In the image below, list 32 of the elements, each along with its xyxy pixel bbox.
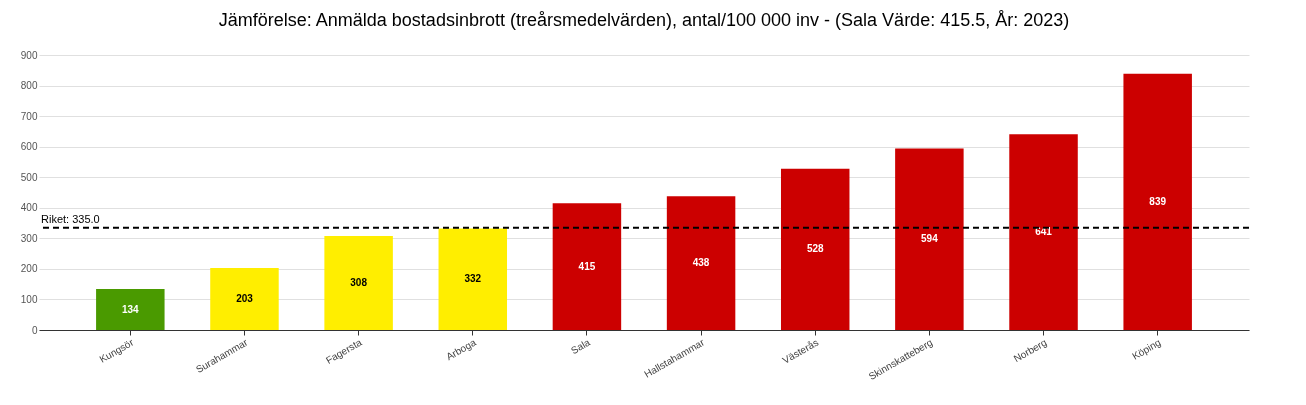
y-tick-label: 800 [20,80,38,92]
data-label: 438 [692,257,710,269]
data-label: 594 [921,233,939,245]
x-tick-label: Sala [569,336,593,357]
bar [552,203,622,330]
bar [324,235,393,330]
data-label: 839 [1149,195,1167,207]
data-label: 134 [121,303,140,315]
y-tick-label: 700 [20,110,38,122]
y-tick-label: 0 [31,324,38,336]
y-tick-label: 600 [20,141,38,153]
y-tick-label: 500 [20,171,38,183]
bar [1009,134,1078,330]
bar [1123,73,1192,330]
y-tick-label: 400 [20,202,38,214]
y-tick-label: 100 [20,293,38,305]
data-label: 308 [350,276,368,288]
y-tick-label: 200 [20,263,38,275]
chart-title: Jämförelse: Anmälda bostadsinbrott (treårsmedelvärden), antal/100 000 inv - (Sala Värde: 415.5, År: 2023) [218,10,1070,30]
bar [438,228,508,330]
y-tick-label: 300 [20,232,38,244]
y-tick-label: 900 [20,49,38,61]
data-label: 528 [806,243,825,255]
bar [895,148,964,330]
bar [666,196,736,330]
ref-line-label: Riket: 335.0 [41,212,100,225]
data-label: 415 [578,260,596,272]
bar [96,289,165,330]
data-label: 203 [236,292,254,304]
data-label: 332 [464,273,482,285]
bar [780,168,850,330]
bar [210,267,279,330]
